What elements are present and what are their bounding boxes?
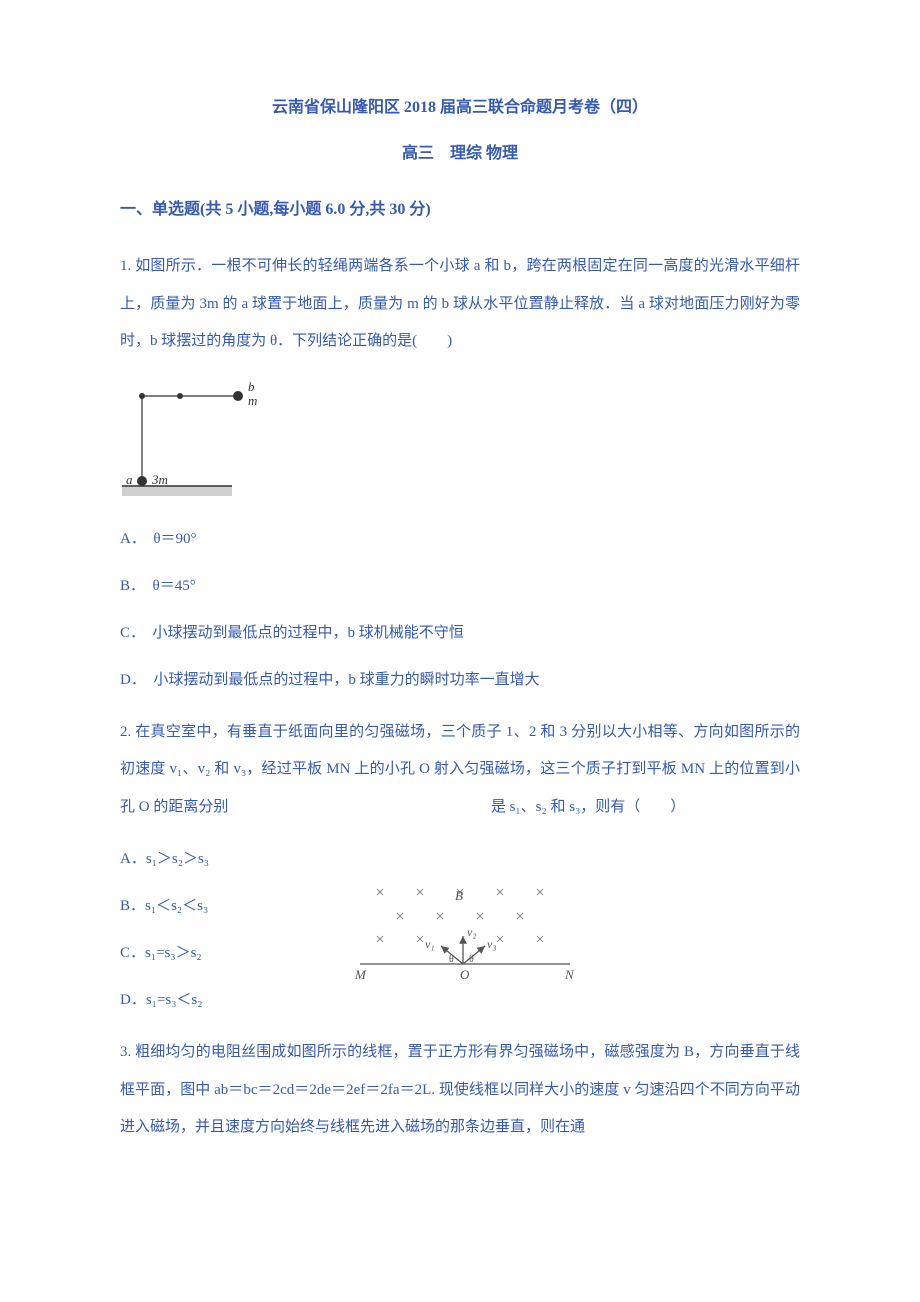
q1-text: 1. 如图所示．一根不可伸长的轻绳两端各系一个小球 a 和 b，跨在两根固定在同… [120,248,800,361]
q2-text: 2. 在真空室中，有垂直于纸面向里的匀强磁场，三个质子 1、2 和 3 分别以大… [120,714,800,827]
svg-text:M: M [354,967,367,982]
svg-text:v₃: v₃ [487,937,497,951]
q3-text: 3. 粗细均匀的电阻丝围成如图所示的线框，置于正方形有界匀强磁场中，磁感强度为 … [120,1034,800,1147]
q1-option-d: D． 小球摆动到最低点的过程中，b 球重力的瞬时功率一直增大 [120,667,800,694]
svg-text:v₂: v₂ [467,925,477,939]
svg-text:m: m [248,393,257,408]
exam-title: 云南省保山隆阳区 2018 届高三联合命题月考卷（四） [120,100,800,116]
q1-option-a: A． θ＝90° [120,526,800,553]
svg-text:v₁: v₁ [425,937,435,951]
svg-text:3m: 3m [151,472,168,487]
svg-text:N: N [564,967,575,982]
exam-subtitle: 高三 理综 物理 [120,146,800,162]
q2-option-a: A．s₁＞s₂＞s₃ [120,846,800,873]
q2-figure: B M N Ov₁ v₂ v₃ θ θ [345,884,585,989]
svg-text:θ: θ [469,954,474,965]
section-1-header: 一、单选题(共 5 小题,每小题 6.0 分,共 30 分) [120,202,800,218]
q1-option-b: B． θ＝45° [120,573,800,600]
q1-option-c: C． 小球摆动到最低点的过程中，b 球机械能不守恒 [120,620,800,647]
svg-text:O: O [460,967,470,982]
q2-text-post: 是 s₁、s₂ 和 s₃，则有（ ） [491,799,685,815]
q1-figure: bma3m [120,381,800,501]
svg-text:B: B [455,888,463,903]
svg-text:θ: θ [449,954,454,965]
q2-option-d: D．s₁=s₃＜s₂ [120,987,800,1014]
q2-text-pre: 2. 在真空室中，有垂直于纸面向里的匀强磁场，三个质子 1、2 和 3 分别以大… [120,724,800,815]
svg-text:a: a [126,472,133,487]
